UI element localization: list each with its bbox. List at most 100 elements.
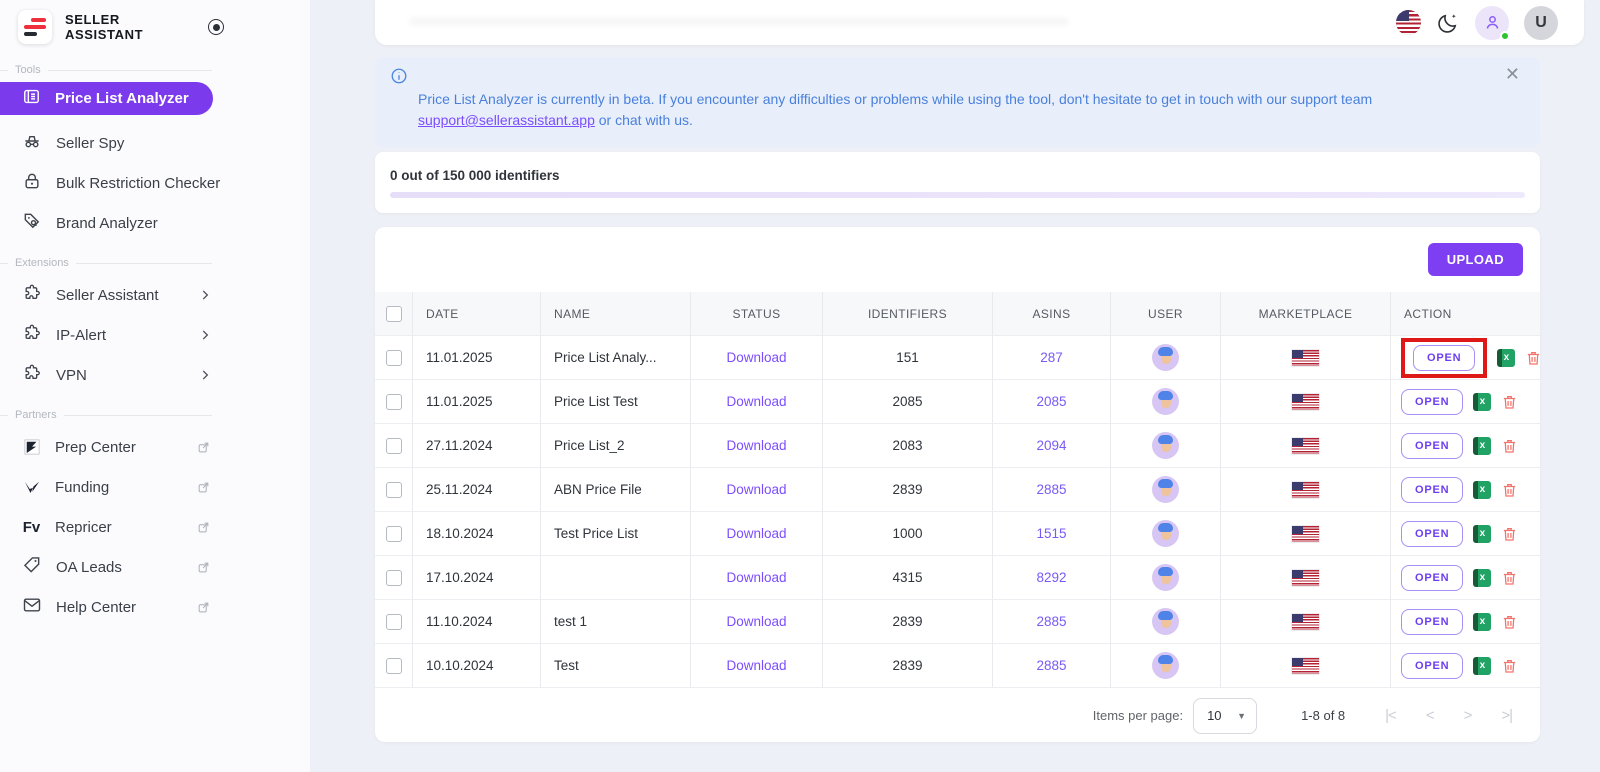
external-link-icon [197,441,210,454]
delete-trash-icon[interactable] [1501,393,1518,411]
download-link[interactable]: Download [726,570,787,585]
chevron-right-icon [198,328,212,342]
excel-export-icon[interactable]: x [1473,568,1492,587]
sidebar-item-label: Bulk Restriction Checker [56,174,221,192]
sidebar-item-label: OA Leads [56,558,122,576]
sidebar-item-bulk-restriction-checker[interactable]: Bulk Restriction Checker [0,163,228,203]
open-button[interactable]: OPEN [1401,520,1464,547]
excel-export-icon[interactable]: x [1473,392,1492,411]
row-checkbox[interactable] [385,481,402,498]
open-button[interactable]: OPEN [1401,564,1464,591]
sidebar-item-ip-alert[interactable]: IP-Alert [0,315,228,355]
sidebar-item-label: Seller Spy [56,134,125,152]
open-button[interactable]: OPEN [1401,388,1464,415]
download-link[interactable]: Download [726,614,787,629]
delete-trash-icon[interactable] [1501,481,1518,499]
asins-link[interactable]: 287 [1040,350,1063,365]
delete-trash-icon[interactable] [1525,349,1542,367]
row-checkbox[interactable] [385,349,402,366]
external-link-icon [197,601,210,614]
sidebar-item-seller-spy[interactable]: Seller Spy [0,123,228,163]
excel-export-icon[interactable]: x [1473,436,1492,455]
user-avatar[interactable]: U [1524,5,1558,40]
open-button[interactable]: OPEN [1413,344,1476,371]
row-checkbox[interactable] [385,613,402,630]
support-email-link[interactable]: support@sellerassistant.app [418,112,595,128]
download-link[interactable]: Download [726,658,787,673]
excel-export-icon[interactable]: x [1473,524,1492,543]
delete-trash-icon[interactable] [1501,437,1518,455]
sidebar-item-price-list-analyzer[interactable]: Price List Analyzer [0,82,213,115]
asins-link[interactable]: 2094 [1036,438,1067,453]
sidebar-item-seller-assistant-ext[interactable]: Seller Assistant [0,275,228,315]
language-us-flag-icon[interactable] [1396,10,1421,35]
upload-button[interactable]: UPLOAD [1427,243,1523,276]
sidebar-item-label: IP-Alert [56,326,107,344]
page-size-select[interactable]: 10 ▼ [1193,697,1258,734]
download-link[interactable]: Download [726,482,787,497]
open-button[interactable]: OPEN [1401,432,1464,459]
row-checkbox[interactable] [385,569,402,586]
download-link[interactable]: Download [726,438,787,453]
cell-action: OPEN x [1391,424,1540,468]
next-page-button[interactable]: > [1463,707,1473,724]
delete-trash-icon[interactable] [1501,657,1518,675]
account-person-icon[interactable] [1475,5,1510,41]
brand-title: SELLER ASSISTANT [65,12,144,42]
sidebar-item-vpn[interactable]: VPN [0,355,228,395]
asins-link[interactable]: 2085 [1036,394,1067,409]
cell-identifiers: 1000 [823,512,993,556]
excel-export-icon[interactable]: x [1473,656,1492,675]
sidebar-collapse-icon[interactable] [208,19,224,35]
cell-name: Price List_2 [541,424,691,468]
first-page-button[interactable]: |< [1385,707,1397,724]
delete-trash-icon[interactable] [1501,613,1518,631]
select-all-checkbox[interactable] [385,305,402,322]
download-link[interactable]: Download [726,350,787,365]
sidebar-item-help-center[interactable]: Help Center [0,587,228,627]
table-body: 11.01.2025 Price List Analy... Download … [375,336,1543,688]
asins-link[interactable]: 2885 [1036,614,1067,629]
sidebar-item-oa-leads[interactable]: OA Leads [0,547,228,587]
row-checkbox[interactable] [385,437,402,454]
cell-action: OPEN x [1391,380,1540,424]
sidebar-header: SELLER ASSISTANT [0,0,228,50]
column-header-date: DATE [413,292,541,336]
prev-page-button[interactable]: < [1425,707,1435,724]
open-button[interactable]: OPEN [1401,652,1464,679]
excel-export-icon[interactable]: x [1473,480,1492,499]
excel-export-icon[interactable]: x [1497,348,1516,367]
open-button[interactable]: OPEN [1401,476,1464,503]
cell-identifiers: 2839 [823,600,993,644]
asins-link[interactable]: 1515 [1036,526,1067,541]
mail-icon [22,595,42,619]
tag-icon [22,555,42,579]
sidebar-item-prep-center[interactable]: Prep Center [0,427,228,467]
dark-mode-moon-icon[interactable] [1436,11,1460,35]
sidebar-item-label: Repricer [55,518,112,536]
cell-name: Price List Test [541,380,691,424]
open-button[interactable]: OPEN [1401,608,1464,635]
column-header-identifiers: IDENTIFIERS [823,292,993,336]
table-footer: Items per page: 10 ▼ 1-8 of 8 |< < > >| [375,689,1540,742]
asins-link[interactable]: 8292 [1036,570,1067,585]
us-flag-icon [1292,613,1319,630]
close-icon[interactable]: ✕ [1504,64,1520,84]
download-link[interactable]: Download [726,526,787,541]
asins-link[interactable]: 2885 [1036,658,1067,673]
brand-tag-icon [22,211,42,235]
download-link[interactable]: Download [726,394,787,409]
delete-trash-icon[interactable] [1501,569,1518,587]
row-checkbox[interactable] [385,393,402,410]
delete-trash-icon[interactable] [1501,525,1518,543]
section-label-extensions: Extensions [0,257,212,269]
sidebar-item-brand-analyzer[interactable]: Brand Analyzer [0,203,228,243]
sidebar-item-repricer[interactable]: Fv Repricer [0,507,228,547]
row-checkbox[interactable] [385,657,402,674]
asins-link[interactable]: 2885 [1036,482,1067,497]
row-checkbox[interactable] [385,525,402,542]
sidebar-item-funding[interactable]: Funding [0,467,228,507]
last-page-button[interactable]: >| [1501,707,1513,724]
excel-export-icon[interactable]: x [1473,612,1492,631]
cell-date: 11.01.2025 [413,380,541,424]
